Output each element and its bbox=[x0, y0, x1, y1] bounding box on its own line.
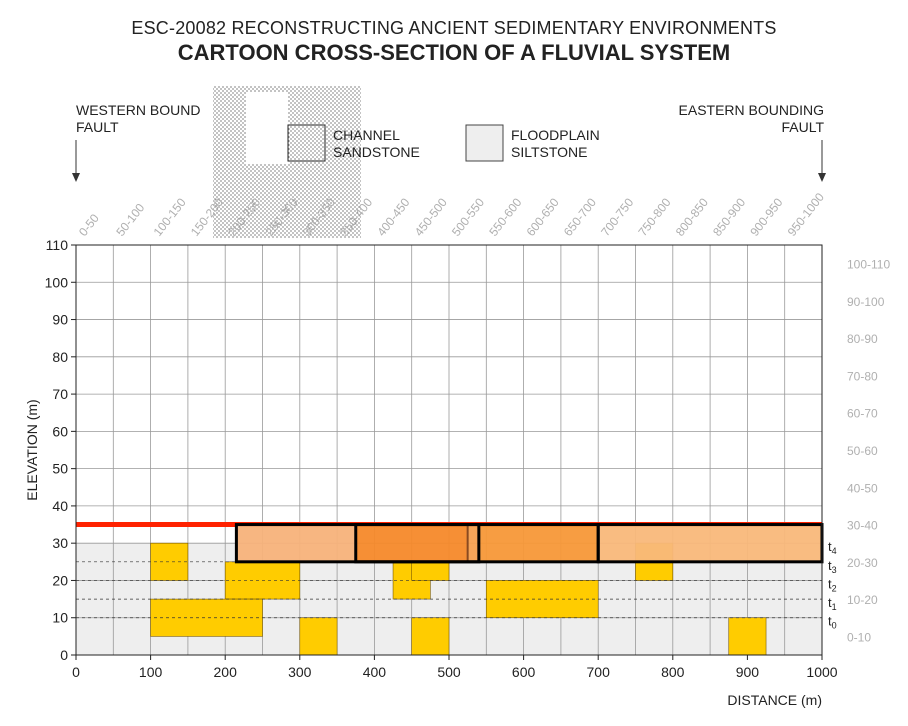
time-label: t1 bbox=[828, 595, 837, 612]
y-bin-label: 90-100 bbox=[847, 295, 885, 309]
channel-segment bbox=[236, 524, 356, 562]
eastern-fault-label-line1: EASTERN BOUNDING bbox=[678, 102, 824, 118]
stipple-texture-patch bbox=[213, 86, 361, 238]
western-fault-arrow-icon bbox=[72, 140, 80, 182]
y-tick-label: 20 bbox=[52, 572, 68, 588]
x-bin-label: 900-950 bbox=[747, 195, 785, 239]
y-tick-label: 40 bbox=[52, 498, 68, 514]
y-tick-label: 110 bbox=[46, 237, 69, 253]
x-bin-label: 450-500 bbox=[412, 195, 450, 239]
y-bin-label: 60-70 bbox=[847, 407, 878, 421]
eastern-fault-label-line2: FAULT bbox=[781, 119, 824, 135]
y-tick-label: 30 bbox=[52, 535, 68, 551]
x-bin-label: 50-100 bbox=[113, 201, 147, 239]
y-bin-label: 0-10 bbox=[847, 630, 871, 644]
y-tick-label: 60 bbox=[52, 423, 68, 439]
plot-area: 0 100 200 300 400 500 600 700 800 900 1000 0 10 20 30 4… bbox=[24, 190, 890, 708]
x-bin-label: 550-600 bbox=[486, 195, 524, 239]
sandstone-body bbox=[411, 561, 450, 581]
x-tick-label: 800 bbox=[661, 664, 685, 680]
x-tick-label: 400 bbox=[363, 664, 387, 680]
y-bin-label: 40-50 bbox=[847, 481, 878, 495]
x-bin-label: 400-450 bbox=[374, 195, 412, 239]
y-bin-label: 50-60 bbox=[847, 444, 878, 458]
y-bin-label: 20-30 bbox=[847, 556, 878, 570]
x-bin-label: 600-650 bbox=[524, 195, 562, 239]
sandstone-body bbox=[728, 617, 767, 656]
time-label: t0 bbox=[828, 614, 837, 631]
y-tick-label: 80 bbox=[52, 349, 68, 365]
eastern-fault-label: EASTERN BOUNDING FAULT bbox=[679, 102, 824, 136]
time-label: t4 bbox=[828, 539, 837, 556]
y-tick-label: 50 bbox=[52, 461, 68, 477]
x-tick-label: 700 bbox=[587, 664, 611, 680]
x-axis-label: DISTANCE (m) bbox=[727, 692, 822, 708]
x-tick-label: 1000 bbox=[806, 664, 837, 680]
legend-floodplain-line1: FLOODPLAIN bbox=[511, 127, 600, 143]
western-fault-label-line1: WESTERN BOUND bbox=[76, 102, 201, 118]
x-tick-label: 200 bbox=[214, 664, 238, 680]
x-bin-label: 800-850 bbox=[673, 195, 711, 239]
x-bin-label: 950-1000 bbox=[785, 190, 827, 239]
y-tick-label: 90 bbox=[52, 312, 68, 328]
sandstone-body bbox=[299, 617, 338, 656]
channel-segment bbox=[598, 524, 822, 562]
x-bin-label: 0-50 bbox=[76, 211, 102, 239]
x-bin-label: 100-150 bbox=[151, 195, 189, 239]
x-tick-label: 500 bbox=[437, 664, 461, 680]
y-tick-label: 70 bbox=[52, 386, 68, 402]
channel-sandstone-swatch bbox=[287, 124, 326, 162]
page-title: ESC-20082 RECONSTRUCTING ANCIENT SEDIMEN… bbox=[131, 18, 777, 38]
sandstone-body bbox=[411, 617, 450, 656]
x-tick-label: 0 bbox=[72, 664, 80, 680]
y-bin-label: 30-40 bbox=[847, 519, 878, 533]
western-fault-label: WESTERN BOUND FAULT bbox=[76, 102, 200, 136]
legend-floodplain-siltstone: FLOODPLAIN SILTSTONE bbox=[511, 127, 600, 161]
eastern-fault-arrow-icon bbox=[818, 140, 826, 182]
x-tick-label: 600 bbox=[512, 664, 536, 680]
time-label: t2 bbox=[828, 576, 837, 593]
x-tick-label: 100 bbox=[139, 664, 163, 680]
y-axis-label: ELEVATION (m) bbox=[24, 399, 40, 500]
y-bin-label: 10-20 bbox=[847, 593, 878, 607]
y-bin-label: 70-80 bbox=[847, 369, 878, 383]
x-bin-label: 500-550 bbox=[449, 195, 487, 239]
legend-channel-line1: CHANNEL bbox=[333, 127, 400, 143]
western-fault-label-line2: FAULT bbox=[76, 119, 119, 135]
legend-channel-line2: SANDSTONE bbox=[333, 144, 420, 160]
floodplain-siltstone-swatch bbox=[465, 124, 504, 162]
channel-segment bbox=[355, 524, 468, 562]
x-tick-label: 900 bbox=[736, 664, 760, 680]
x-tick-label: 300 bbox=[288, 664, 312, 680]
y-bin-label: 100-110 bbox=[847, 258, 890, 272]
legend-floodplain-line2: SILTSTONE bbox=[511, 144, 588, 160]
x-bin-label: 750-800 bbox=[635, 195, 673, 239]
y-tick-label: 0 bbox=[60, 647, 68, 663]
time-label: t3 bbox=[828, 558, 837, 575]
x-bin-label: 700-750 bbox=[598, 195, 636, 239]
page-subtitle: CARTOON CROSS-SECTION OF A FLUVIAL SYSTE… bbox=[177, 40, 731, 65]
channel-segment bbox=[478, 524, 599, 562]
y-tick-label: 10 bbox=[52, 610, 68, 626]
legend-channel-sandstone: CHANNEL SANDSTONE bbox=[333, 127, 420, 161]
y-tick-label: 100 bbox=[45, 274, 69, 290]
y-bin-label: 80-90 bbox=[847, 332, 878, 346]
channel-segment bbox=[467, 524, 479, 562]
x-bin-label: 850-900 bbox=[710, 195, 748, 239]
x-bin-label: 650-700 bbox=[561, 195, 599, 239]
